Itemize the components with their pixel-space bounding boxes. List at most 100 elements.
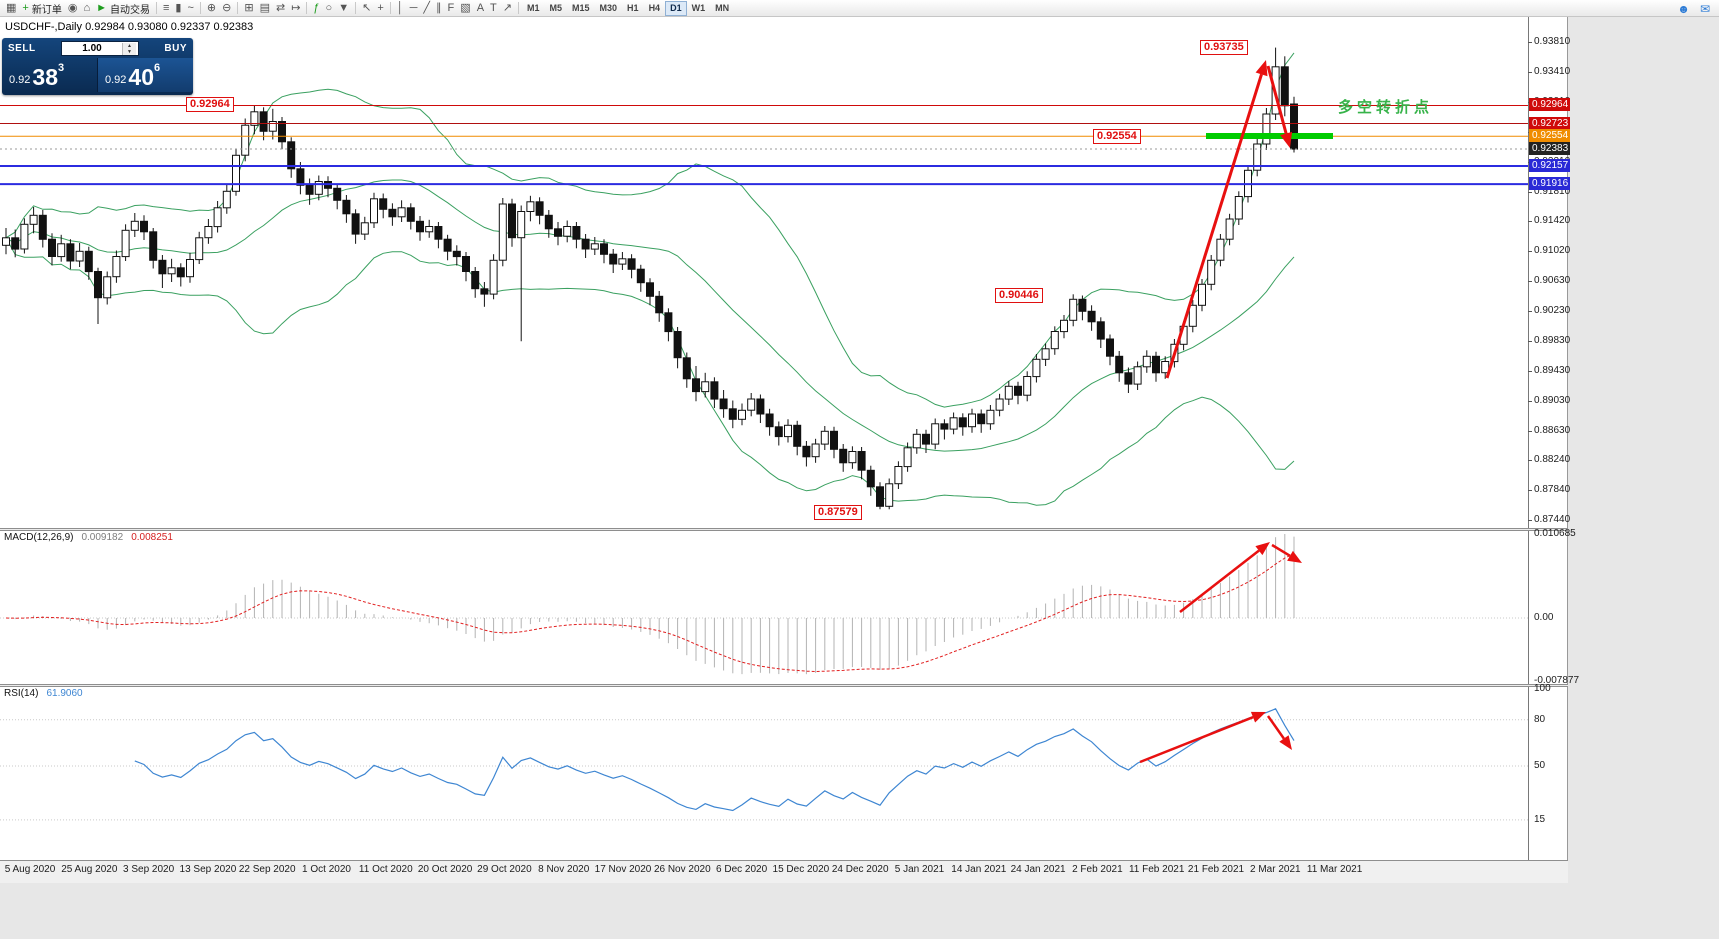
new-order-label: 新订单 [31, 4, 62, 16]
new-order-button[interactable]: + 新订单 [19, 1, 64, 16]
toolbar-divider [306, 2, 308, 14]
auto-scroll-button[interactable]: ⇄ [273, 1, 288, 16]
trade-panel-prices: 0.92 38 3 0.92 40 6 [2, 58, 193, 92]
toolbar-divider [517, 2, 519, 14]
sell-price-big: 38 [32, 64, 59, 90]
timeframe-m30-button[interactable]: M30 [595, 1, 623, 16]
buy-price-prefix: 0.92 [105, 74, 127, 86]
auto-trading-button[interactable]: ► 自动交易 [93, 1, 153, 16]
line-chart-mode-button[interactable]: ~ [184, 1, 196, 16]
sell-label: SELL [8, 43, 36, 54]
trendline-button[interactable]: ╱ [420, 1, 433, 16]
chart-shift-icon: ↦ [291, 1, 301, 14]
rsi-value: 61.9060 [46, 688, 83, 699]
sell-price-prefix: 0.92 [9, 74, 31, 86]
vertical-line-button[interactable]: │ [394, 1, 407, 16]
arrows-button[interactable]: ↗ [500, 1, 515, 16]
macd-indicator-label: MACD(12,26,9) 0.009182 0.008251 [4, 532, 173, 543]
crosshair-button[interactable]: + [374, 1, 386, 16]
shapes-button[interactable]: ▧ [457, 1, 473, 16]
text-label-button[interactable]: T [487, 1, 500, 16]
timeframe-h1-button[interactable]: H1 [622, 1, 644, 16]
volume-down-icon[interactable]: ▼ [126, 48, 132, 55]
horizontal-line-icon: ─ [409, 1, 418, 14]
line-chart-mode-icon: ~ [187, 1, 194, 14]
bar-chart-mode-button[interactable]: ≡ [160, 1, 172, 16]
shapes-icon: ▧ [460, 1, 471, 14]
bar-chart-mode-icon: ≡ [163, 1, 170, 14]
symbol-period-label: USDCHF-,Daily [5, 21, 82, 33]
vertical-line-icon: │ [396, 1, 404, 14]
chart-title: USDCHF-,Daily 0.92984 0.93080 0.92337 0.… [5, 21, 253, 33]
volume-up-icon[interactable]: ▲ [126, 42, 132, 49]
community-icon: ⌂ [83, 1, 91, 14]
cascade-windows-icon: ▤ [259, 1, 270, 14]
volume-field[interactable]: ▲▼ [60, 41, 139, 56]
chart-area[interactable] [0, 17, 1568, 866]
periods-icon: ○ [325, 1, 333, 14]
text-button[interactable]: A [474, 1, 487, 16]
price-axis[interactable] [1529, 17, 1568, 860]
voice-news-icon: ◉ [67, 1, 78, 14]
equidistant-channel-button[interactable]: ∥ [433, 1, 445, 16]
volume-input[interactable] [61, 42, 122, 55]
volume-spinner[interactable]: ▲ ▼ [121, 42, 136, 55]
fibonacci-button[interactable]: F [445, 1, 458, 16]
fibonacci-icon: F [447, 1, 455, 14]
macd-name: MACD(12,26,9) [4, 532, 74, 543]
pane-splitter-macd[interactable] [0, 528, 1568, 531]
periods-button[interactable]: ○ [323, 1, 336, 16]
candlestick-mode-button[interactable]: ▮ [172, 1, 184, 16]
time-axis[interactable] [0, 860, 1568, 883]
indicators-icon: ƒ [313, 1, 320, 14]
new-chart-button[interactable]: ▦ [3, 1, 19, 16]
horizontal-line-button[interactable]: ─ [407, 1, 421, 16]
auto-trading-label: 自动交易 [110, 4, 150, 16]
templates-button[interactable]: ▼ [335, 1, 352, 16]
timeframe-m15-button[interactable]: M15 [567, 1, 595, 16]
timeframe-h4-button[interactable]: H4 [644, 1, 666, 16]
indicators-button[interactable]: ƒ [310, 1, 322, 16]
zoom-out-icon: ⊖ [222, 1, 232, 14]
timeframe-m1-button[interactable]: M1 [522, 1, 545, 16]
cascade-windows-button[interactable]: ▤ [257, 1, 273, 16]
buy-button[interactable]: 0.92 40 6 [98, 58, 193, 92]
arrows-icon: ↗ [502, 1, 512, 14]
chart-shift-button[interactable]: ↦ [288, 1, 303, 16]
auto-trading-icon: ► [96, 1, 107, 14]
timeframe-m5-button[interactable]: M5 [545, 1, 568, 16]
tile-windows-button[interactable]: ⊞ [241, 1, 256, 16]
timeframe-d1-button[interactable]: D1 [665, 0, 687, 16]
trendline-icon: ╱ [423, 1, 431, 14]
zoom-out-button[interactable]: ⊖ [219, 1, 234, 16]
messages-icon[interactable]: ✉ [1697, 1, 1713, 16]
sell-button[interactable]: 0.92 38 3 [2, 58, 98, 92]
templates-icon: ▼ [338, 1, 350, 14]
toolbar-divider [199, 2, 201, 14]
pane-splitter-rsi[interactable] [0, 684, 1568, 687]
chat-icon[interactable]: ☻ [1674, 1, 1693, 16]
zoom-in-icon: ⊕ [206, 1, 217, 14]
toolbar-divider [355, 2, 357, 14]
community-button[interactable]: ⌂ [80, 1, 93, 16]
toolbar-divider [156, 2, 157, 14]
toolbar-right-icons: ☻ ✉ [1674, 1, 1713, 16]
main-toolbar: ▦ + 新订单 ◉ ⌂ ► 自动交易 ≡ ▮ ~ ⊕ ⊖ ⊞ ▤ ⇄ ↦ ƒ ○ ▼ ↖ + │ ─ ╱ ∥ F ▧ A T ↗ M1 M5 M… [0, 0, 1719, 17]
buy-price-sup: 6 [154, 62, 161, 74]
cursor-button[interactable]: ↖ [359, 1, 374, 16]
new-chart-icon: ▦ [6, 1, 17, 14]
annotation-text: 多空转折点 [1338, 99, 1434, 116]
voice-news-button[interactable]: ◉ [65, 1, 81, 16]
zoom-in-button[interactable]: ⊕ [204, 1, 219, 16]
macd-signal-value: 0.008251 [131, 532, 173, 543]
tile-windows-icon: ⊞ [244, 1, 254, 14]
sell-price-sup: 3 [58, 62, 65, 74]
timeframe-mn-button[interactable]: MN [710, 1, 734, 16]
timeframe-w1-button[interactable]: W1 [687, 1, 711, 16]
trade-panel-header: SELL ▲▼ BUY [2, 38, 193, 57]
auto-scroll-icon: ⇄ [275, 1, 286, 14]
text-icon: A [476, 1, 485, 14]
crosshair-icon: + [377, 1, 384, 14]
text-label-icon: T [490, 1, 497, 14]
